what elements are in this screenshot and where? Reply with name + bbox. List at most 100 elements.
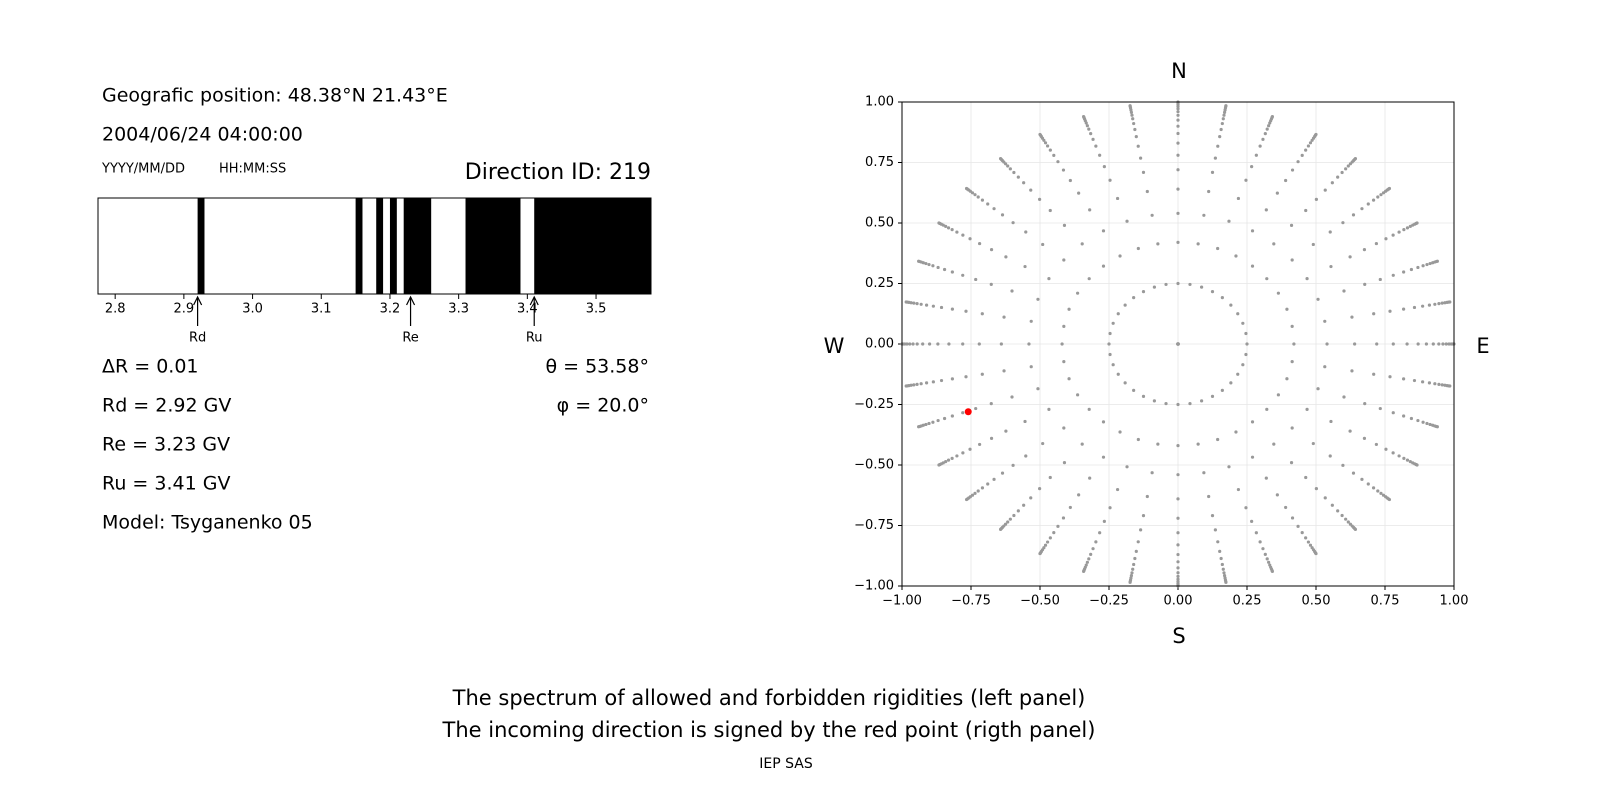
direction-point	[1010, 395, 1014, 399]
direction-point	[1041, 441, 1045, 446]
direction-point	[964, 375, 968, 379]
phi: φ = 20.0°	[557, 395, 649, 417]
direction-point	[919, 302, 923, 306]
direction-point	[1384, 447, 1388, 451]
direction-point	[1188, 282, 1192, 287]
direction-point	[1125, 465, 1129, 469]
direction-point	[1038, 132, 1042, 137]
direction-point	[1176, 281, 1180, 286]
direction-point	[964, 309, 968, 313]
forbidden-band	[403, 198, 432, 294]
direction-point	[1000, 213, 1005, 217]
forbidden-band	[389, 198, 397, 294]
direction-point	[1115, 487, 1120, 492]
direction-point	[1056, 524, 1060, 528]
direction-point	[1272, 442, 1276, 446]
direction-point	[937, 463, 941, 467]
direction-point	[1236, 196, 1241, 201]
direction-point	[1128, 580, 1132, 584]
direction-point	[924, 381, 929, 385]
direction-point	[1085, 124, 1089, 128]
direction-point	[1123, 303, 1127, 307]
marker-label: Ru	[526, 331, 543, 346]
direction-point	[1210, 170, 1215, 175]
x-tick-label: 3.2	[380, 302, 401, 317]
y-tick-label: 0.75	[865, 155, 894, 170]
direction-point	[1376, 195, 1380, 199]
direction-point	[1374, 442, 1378, 447]
direction-point	[1250, 264, 1255, 268]
credit: IEP SAS	[759, 756, 813, 772]
direction-point	[1219, 556, 1223, 561]
direction-point	[964, 497, 969, 502]
direction-point	[1150, 213, 1154, 217]
direction-point	[1316, 387, 1320, 391]
direction-point	[1284, 505, 1288, 510]
marker-arrowhead	[529, 295, 539, 306]
direction-point	[1220, 562, 1224, 567]
direction-point	[1221, 567, 1225, 571]
direction-point	[1258, 144, 1262, 148]
direction-point	[1038, 486, 1042, 491]
direction-point	[1409, 267, 1414, 272]
direction-point	[1091, 547, 1095, 551]
direction-point	[1176, 560, 1180, 564]
direction-point	[1125, 219, 1129, 223]
direction-point	[961, 342, 965, 346]
direction-point	[1176, 124, 1180, 128]
direction-point	[1176, 113, 1180, 117]
direction-point	[978, 442, 982, 447]
direction-point	[924, 261, 928, 266]
direction-point	[992, 477, 996, 481]
direction-point	[1391, 451, 1395, 455]
direction-point	[1101, 420, 1106, 424]
direction-point	[1156, 242, 1160, 246]
direction-point	[1250, 455, 1255, 459]
direction-point	[989, 248, 994, 252]
direction-point	[1011, 463, 1015, 467]
direction-point	[1250, 165, 1254, 169]
direction-point	[1435, 259, 1439, 263]
direction-point	[1048, 536, 1052, 540]
direction-point	[1089, 552, 1093, 556]
direction-point	[1437, 302, 1441, 306]
direction-point	[1047, 277, 1051, 281]
direction-point	[946, 226, 951, 230]
direction-point	[980, 486, 985, 490]
direction-point	[1141, 290, 1146, 294]
result: Re = 3.23 GV	[102, 434, 230, 456]
direction-point	[1323, 319, 1327, 323]
direction-point	[1340, 170, 1344, 175]
direction-point	[1133, 127, 1137, 132]
direction-point	[1164, 401, 1168, 406]
direction-point	[1412, 378, 1417, 383]
direction-point	[1116, 372, 1120, 376]
direction-point	[1285, 307, 1289, 311]
forbidden-band	[465, 198, 521, 294]
direction-point	[1010, 289, 1014, 293]
direction-point	[1314, 486, 1318, 491]
direction-point	[1265, 127, 1269, 131]
y-tick-label: 0.25	[865, 276, 894, 291]
direction-point	[1348, 429, 1352, 433]
direction-point	[1391, 273, 1395, 277]
direction-point	[1342, 289, 1346, 293]
direction-point	[1224, 104, 1228, 108]
direction-point	[931, 380, 935, 384]
direction-point	[1176, 187, 1180, 191]
direction-point	[989, 436, 994, 440]
direction-point	[1133, 556, 1137, 561]
direction-point	[1258, 540, 1262, 544]
direction-point	[1102, 165, 1106, 169]
direction-point	[974, 406, 978, 411]
direction-point	[1107, 342, 1111, 346]
direction-point	[980, 198, 985, 202]
direction-point	[912, 301, 916, 305]
direction-point	[1048, 208, 1052, 213]
direction-point	[1362, 436, 1367, 440]
direction-point	[912, 383, 916, 387]
direction-point	[1134, 135, 1138, 139]
direction-point	[955, 230, 959, 234]
direction-point	[1043, 141, 1048, 145]
direction-point	[1304, 475, 1308, 480]
